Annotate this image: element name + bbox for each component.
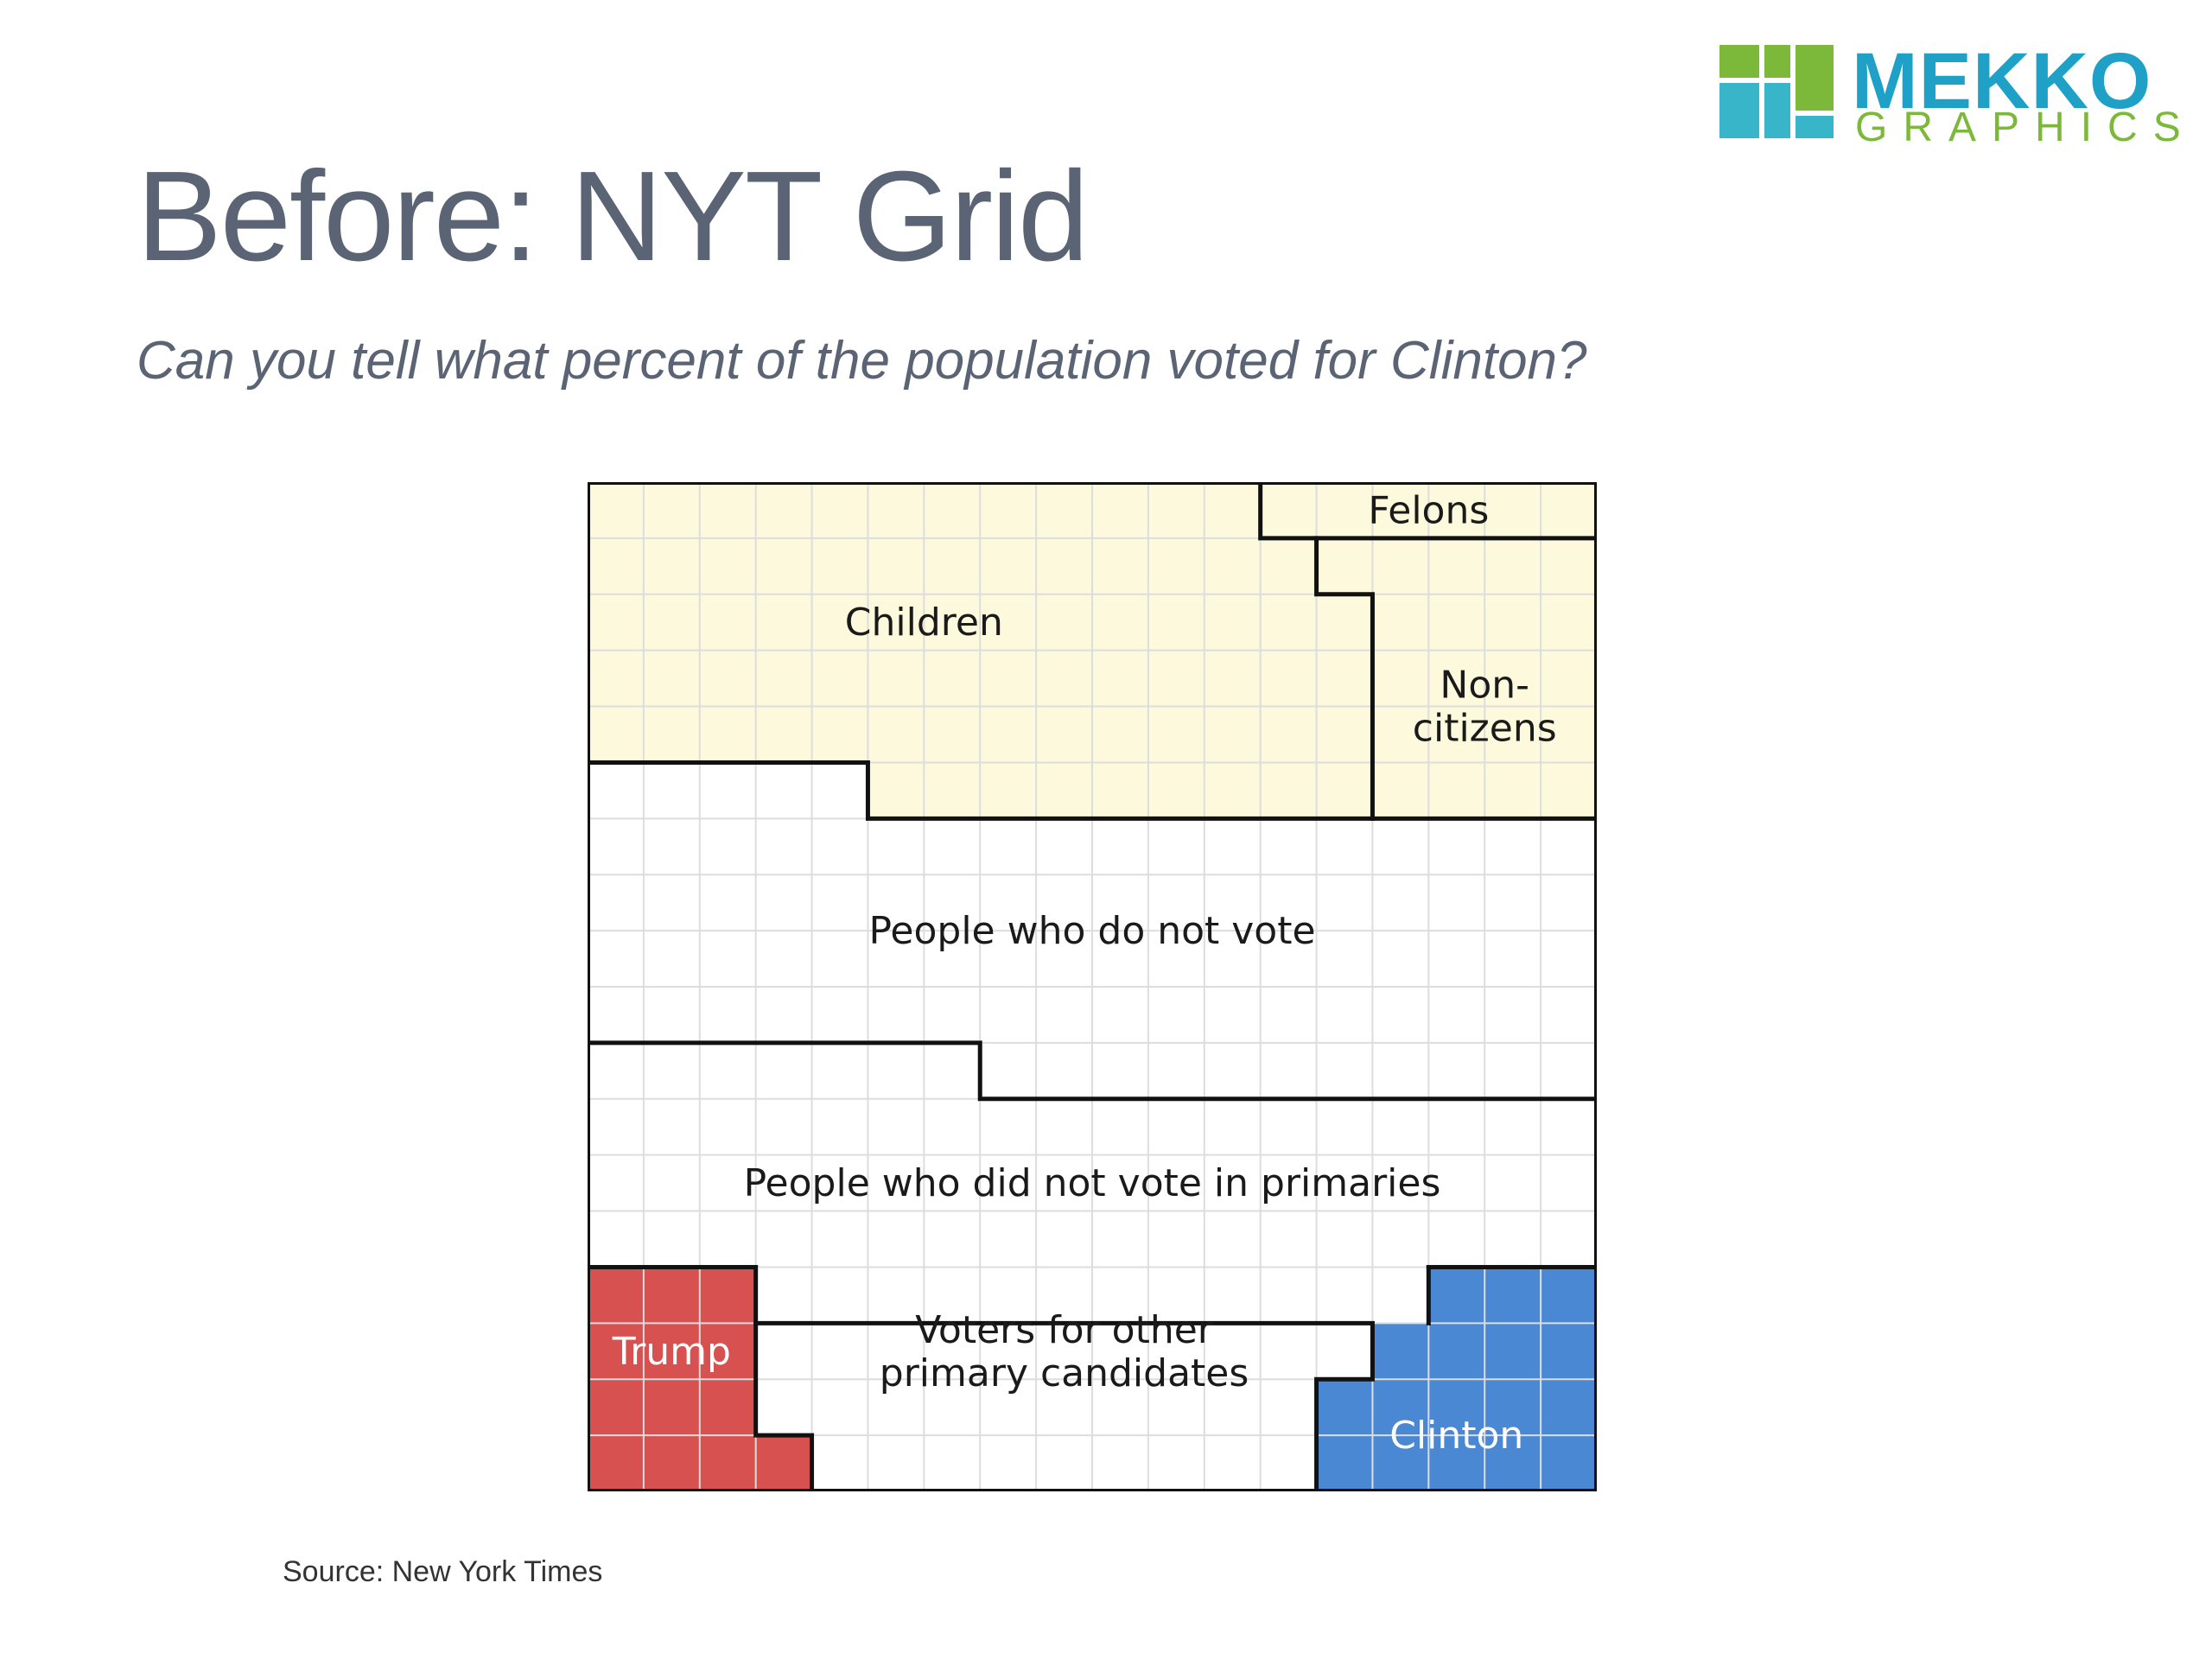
boundary-line-1 — [1258, 482, 1597, 541]
slide-subtitle: Can you tell what percent of the populat… — [137, 331, 1587, 391]
boundary-line-3 — [588, 760, 1597, 821]
region-voters-for-other-primary-candidates-3 — [811, 1435, 1318, 1491]
region-clinton-1 — [1428, 1267, 1597, 1324]
logo-block-2 — [1764, 45, 1790, 78]
group-boundaries — [588, 482, 1597, 1491]
label-children: Children — [845, 601, 1003, 645]
logo-block-4 — [1719, 83, 1759, 138]
region-people-who-do-not-vote-1 — [588, 762, 868, 819]
mekko-graphics-logo: MEKKO GRAPHICS — [1719, 37, 2186, 150]
label-voters-for-other-primary-candidates: Voters for other primary candidates — [880, 1308, 1249, 1395]
boundary-line-6 — [753, 1320, 1375, 1491]
label-people-who-did-not-vote-in-primaries: People who did not vote in primaries — [744, 1161, 1441, 1205]
logo-block-6 — [1796, 116, 1834, 138]
region-people-who-did-not-vote-in-primaries-1 — [588, 1042, 981, 1100]
logo-block-5 — [1764, 83, 1790, 138]
logo-wordmark-mekko: MEKKO — [1852, 37, 2152, 125]
boundary-line-4 — [588, 1040, 1597, 1102]
source-note: Source: New York Times — [283, 1555, 603, 1588]
label-trump: Trump — [612, 1330, 731, 1374]
boundary-line-5 — [588, 1264, 815, 1491]
region-voters-for-other-primary-candidates-1 — [755, 1323, 1373, 1380]
logo-wordmark-graphics: GRAPHICS — [1855, 105, 2196, 150]
region-children-4 — [868, 762, 1373, 819]
label-people-who-do-not-vote: People who do not vote — [868, 909, 1315, 953]
logo-mark-icon — [1719, 45, 1834, 138]
region-non-citizens-1 — [1316, 537, 1597, 595]
region-people-who-do-not-vote-3 — [980, 1042, 1597, 1100]
group-labels: Children Felons Non-citizens People who do … — [612, 488, 1557, 1458]
region-children-2 — [1260, 537, 1318, 595]
label-clinton: Clinton — [1389, 1414, 1523, 1458]
logo-block-3 — [1796, 45, 1834, 111]
boundary-line-2 — [1314, 536, 1375, 821]
chart-frame — [588, 482, 1597, 1491]
label-non-citizens: Non-citizens — [1413, 664, 1557, 751]
slide-title: Before: NYT Grid — [137, 145, 1089, 288]
population-grid-chart: Children Felons Non-citizens People who do … — [588, 482, 1597, 1491]
region-trump-1 — [588, 1267, 757, 1436]
label-felons: Felons — [1368, 488, 1489, 532]
logo-block-1 — [1719, 45, 1759, 78]
